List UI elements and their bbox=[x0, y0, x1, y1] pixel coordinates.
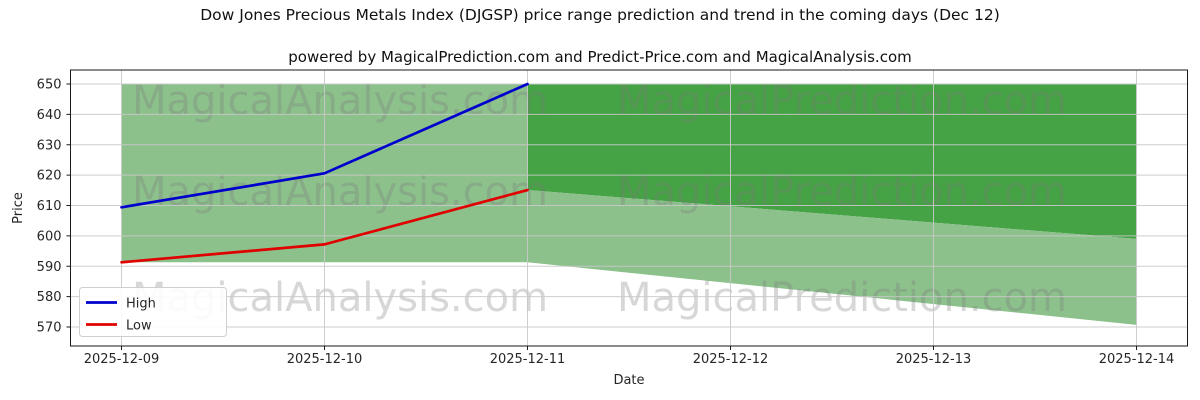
tick-labels: 570 580 590 600 610 620 630 640 650 2025-12-09 202… bbox=[37, 78, 1175, 368]
x-tick-label: 2025-12-14 bbox=[1099, 352, 1175, 367]
watermarks: MagicalAnalysis.com MagicalPrediction.com… bbox=[132, 78, 1067, 321]
watermark-text: MagicalAnalysis.com bbox=[132, 78, 548, 124]
y-tick-label: 570 bbox=[37, 321, 62, 336]
series-line-high bbox=[120, 82, 529, 209]
watermark-text: MagicalAnalysis.com bbox=[132, 169, 548, 215]
legend-label-high: High bbox=[126, 297, 156, 312]
watermark-text: MagicalPrediction.com bbox=[617, 169, 1067, 215]
y-axis-label: Price bbox=[11, 192, 26, 224]
y-tick-label: 650 bbox=[37, 78, 62, 93]
band-forecast-range-dark bbox=[527, 84, 1137, 239]
x-tick-label: 2025-12-10 bbox=[287, 352, 363, 367]
legend-box bbox=[79, 287, 227, 337]
axes bbox=[66, 69, 1188, 350]
chart-title: Dow Jones Precious Metals Index (DJGSP) … bbox=[200, 6, 1000, 24]
plot-border bbox=[70, 69, 1188, 347]
y-tick-label: 630 bbox=[37, 138, 62, 153]
watermark-text: MagicalPrediction.com bbox=[617, 78, 1067, 124]
grid-lines bbox=[70, 70, 1188, 346]
y-tick-label: 620 bbox=[37, 169, 62, 184]
legend: High Low bbox=[79, 287, 227, 337]
y-tick-label: 600 bbox=[37, 229, 62, 244]
y-tick-label: 610 bbox=[37, 199, 62, 214]
band-forecast-range-light bbox=[527, 190, 1137, 325]
x-tick-label: 2025-12-09 bbox=[84, 352, 160, 367]
watermark-text: MagicalPrediction.com bbox=[617, 275, 1067, 321]
x-tick-label: 2025-12-11 bbox=[490, 352, 566, 367]
y-tick-label: 640 bbox=[37, 108, 62, 123]
x-axis-label: Date bbox=[613, 373, 644, 388]
legend-label-low: Low bbox=[126, 319, 152, 334]
x-tick-label: 2025-12-12 bbox=[693, 352, 769, 367]
series-line-low bbox=[120, 188, 529, 264]
chart-subtitle: powered by MagicalPrediction.com and Pre… bbox=[288, 48, 912, 66]
y-tick-label: 590 bbox=[37, 260, 62, 275]
x-tick-label: 2025-12-13 bbox=[896, 352, 972, 367]
data-series bbox=[120, 82, 529, 264]
y-tick-label: 580 bbox=[37, 290, 62, 305]
